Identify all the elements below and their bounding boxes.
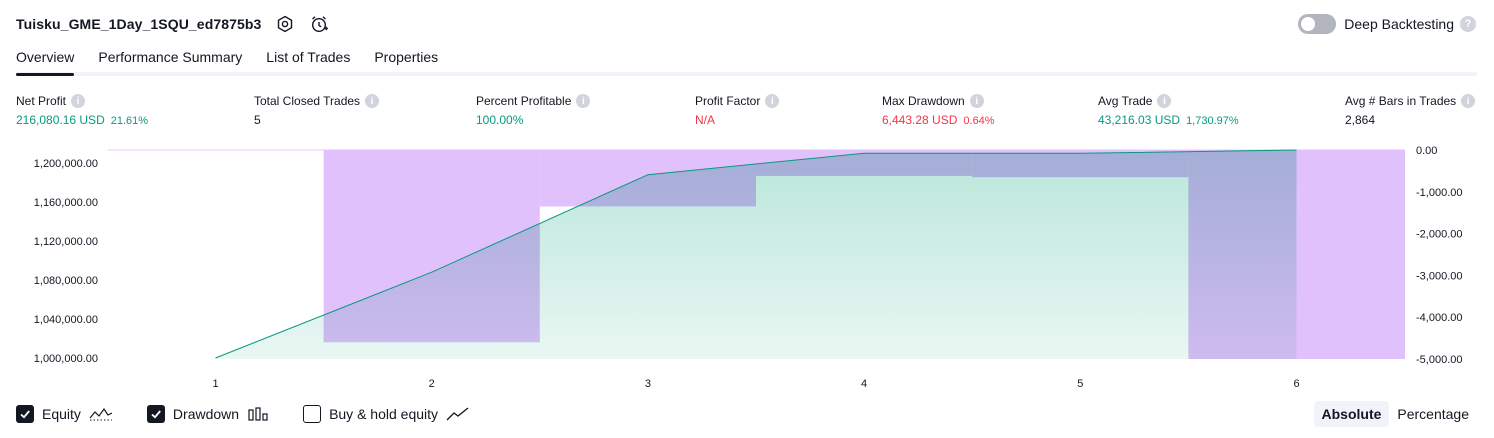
y-left-tick-label: 1,200,000.00 bbox=[34, 158, 98, 170]
metric-label: Avg Trade bbox=[1098, 94, 1153, 108]
metric-value: 2,864 bbox=[1345, 113, 1376, 127]
equity-checkbox[interactable] bbox=[16, 405, 34, 423]
y-left-tick-label: 1,160,000.00 bbox=[34, 197, 98, 209]
equity-line-icon bbox=[89, 407, 113, 421]
tab-properties[interactable]: Properties bbox=[374, 49, 439, 65]
help-icon[interactable]: ? bbox=[1460, 16, 1476, 32]
legend-equity[interactable]: Equity bbox=[16, 405, 113, 423]
legend-drawdown-label: Drawdown bbox=[172, 406, 240, 422]
deep-backtesting: Deep Backtesting ? bbox=[1298, 13, 1476, 35]
y-left-tick-label: 1,080,000.00 bbox=[34, 275, 98, 287]
metric-avg-trade: Avg Trade i 43,216.03 USD 1,730.97% bbox=[1098, 93, 1239, 127]
metric-value: 43,216.03 USD bbox=[1098, 113, 1181, 127]
mode-absolute-button[interactable]: Absolute bbox=[1313, 401, 1390, 427]
legend-buy-hold[interactable]: Buy & hold equity bbox=[303, 405, 470, 423]
y-left-tick-label: 1,040,000.00 bbox=[34, 314, 98, 326]
legend-equity-label: Equity bbox=[42, 406, 81, 422]
metric-value: 5 bbox=[254, 113, 261, 127]
header: Tuisku_GME_1Day_1SQU_ed7875b3 bbox=[16, 12, 329, 36]
info-icon[interactable]: i bbox=[576, 94, 591, 108]
metric-label: Profit Factor bbox=[695, 94, 761, 108]
scale-mode-switch: Absolute Percentage bbox=[1313, 400, 1478, 428]
info-icon[interactable]: i bbox=[1157, 94, 1172, 108]
y-right-tick-label: 0.00 bbox=[1416, 145, 1437, 157]
equity-area bbox=[215, 150, 1297, 359]
y-right-tick-label: -4,000.00 bbox=[1416, 312, 1462, 324]
mode-percentage-button[interactable]: Percentage bbox=[1397, 406, 1469, 422]
buy-hold-checkbox[interactable] bbox=[303, 405, 322, 423]
x-tick-label: 1 bbox=[212, 378, 218, 390]
metric-label: Percent Profitable bbox=[476, 94, 572, 108]
metric-value: 100.00% bbox=[476, 113, 524, 127]
deep-backtesting-label: Deep Backtesting bbox=[1344, 16, 1454, 32]
metric-sub-value: 21.61% bbox=[110, 115, 149, 127]
metrics-row: Net Profit i 216,080.16 USD 21.61% Total C… bbox=[16, 93, 1478, 133]
strategy-title: Tuisku_GME_1Day_1SQU_ed7875b3 bbox=[16, 16, 262, 32]
info-icon[interactable]: i bbox=[1461, 94, 1476, 108]
tab-list-of-trades[interactable]: List of Trades bbox=[266, 49, 351, 65]
x-tick-label: 6 bbox=[1293, 378, 1299, 390]
info-icon[interactable]: i bbox=[365, 94, 380, 108]
drawdown-checkbox[interactable] bbox=[146, 405, 165, 423]
metric-label: Total Closed Trades bbox=[254, 94, 361, 108]
legend-buy-hold-label: Buy & hold equity bbox=[329, 406, 439, 422]
metric-value: 216,080.16 USD bbox=[16, 113, 105, 127]
tab-performance-summary[interactable]: Performance Summary bbox=[98, 49, 243, 65]
y-right-tick-label: -1,000.00 bbox=[1416, 187, 1462, 199]
y-left-tick-label: 1,120,000.00 bbox=[34, 236, 98, 248]
buy-hold-line-icon bbox=[446, 407, 469, 421]
x-tick-label: 4 bbox=[861, 378, 867, 390]
x-tick-label: 3 bbox=[645, 378, 651, 390]
metric-total-closed-trades: Total Closed Trades i 5 bbox=[254, 93, 380, 127]
metric-label: Max Drawdown bbox=[882, 94, 965, 108]
metric-max-drawdown: Max Drawdown i 6,443.28 USD 0.64% bbox=[882, 93, 995, 127]
info-icon[interactable]: i bbox=[71, 94, 86, 108]
metric-avg-bars: Avg # Bars in Trades i 2,864 bbox=[1345, 93, 1476, 127]
chart-legend: Equity Drawdown Buy & hold equity bbox=[16, 404, 504, 424]
metric-value: 6,443.28 USD bbox=[882, 113, 958, 127]
metric-profit-factor: Profit Factor i N/A bbox=[695, 93, 780, 127]
add-alert-clock-icon[interactable] bbox=[309, 14, 329, 34]
drawdown-bars-icon bbox=[248, 407, 268, 421]
metric-label: Avg # Bars in Trades bbox=[1345, 94, 1457, 108]
deep-backtesting-toggle[interactable] bbox=[1298, 14, 1337, 34]
metric-net-profit: Net Profit i 216,080.16 USD 21.61% bbox=[16, 93, 148, 127]
tab-bar: Overview Performance Summary List of Tra… bbox=[16, 44, 1477, 76]
legend-drawdown[interactable]: Drawdown bbox=[146, 405, 269, 423]
equity-drawdown-chart: 1,000,000.00 1,040,000.00 1,080,000.00 1,12… bbox=[34, 145, 1463, 390]
metric-percent-profitable: Percent Profitable i 100.00% bbox=[476, 93, 591, 127]
equity-line bbox=[215, 149, 1297, 359]
metric-label: Net Profit bbox=[16, 94, 67, 108]
settings-gear-icon[interactable] bbox=[275, 14, 295, 34]
info-icon[interactable]: i bbox=[765, 94, 780, 108]
metric-value: N/A bbox=[695, 113, 716, 127]
x-tick-label: 5 bbox=[1077, 378, 1083, 390]
y-right-tick-label: -3,000.00 bbox=[1416, 270, 1462, 282]
y-right-tick-label: -2,000.00 bbox=[1416, 229, 1462, 241]
x-tick-label: 2 bbox=[429, 378, 435, 390]
y-right-tick-label: -5,000.00 bbox=[1416, 354, 1462, 366]
y-left-tick-label: 1,000,000.00 bbox=[34, 353, 98, 365]
metric-sub-value: 0.64% bbox=[963, 115, 995, 127]
tab-overview[interactable]: Overview bbox=[16, 44, 75, 76]
metric-sub-value: 1,730.97% bbox=[1186, 115, 1239, 127]
info-icon[interactable]: i bbox=[969, 94, 984, 108]
